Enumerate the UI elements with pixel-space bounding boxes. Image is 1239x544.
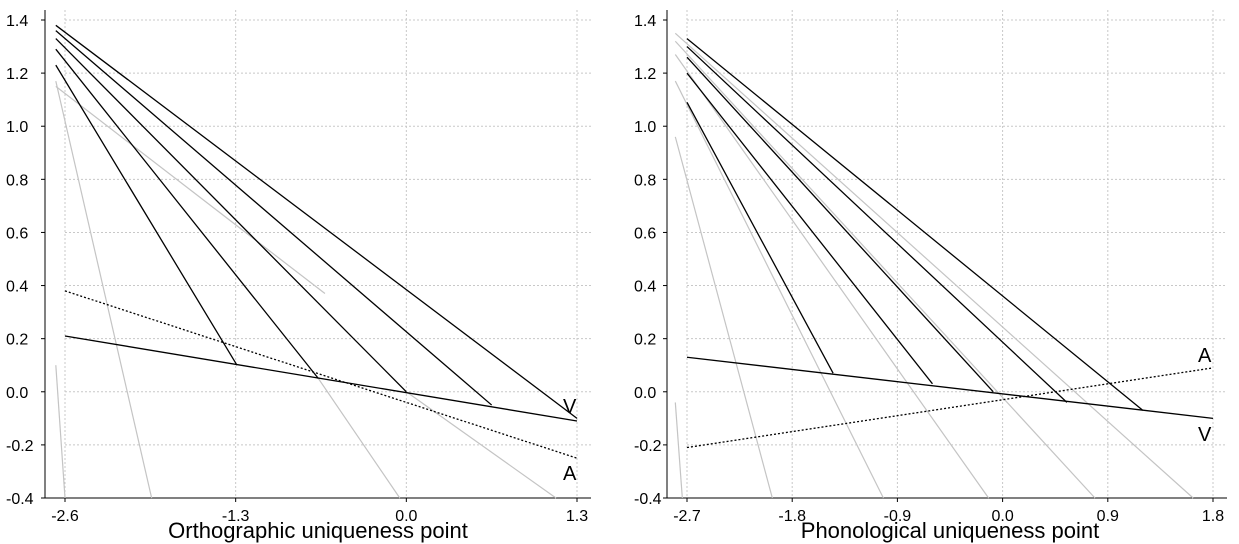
left-gray-decay-line [317, 378, 401, 499]
right-x-tick-label: -0.9 [884, 508, 912, 525]
right-y-tick-label: 0.4 [634, 279, 656, 296]
left-x-tick-label: 1.3 [566, 508, 588, 525]
right-x-tick-label: 0.9 [1097, 508, 1119, 525]
right-gray-decay-line [674, 40, 1096, 499]
right-black-decay-line [686, 38, 1144, 411]
left-gray-decay-line [405, 391, 557, 499]
left-x-tick-label: -1.3 [222, 508, 250, 525]
left-y-tick-label: 0.6 [6, 225, 28, 242]
right-y-tick-label: 1.4 [634, 13, 656, 30]
right-y-tick-label: -0.4 [634, 491, 662, 508]
right-gray-decay-line [674, 54, 990, 499]
right-black-decay-line [686, 72, 933, 385]
right-y-tick-label: 0.2 [634, 332, 656, 349]
right-x-tick-label: 0.0 [991, 508, 1013, 525]
right-x-tick-label: 1.8 [1202, 508, 1224, 525]
left-black-decay-line [55, 64, 238, 366]
left-gray-decay-line [55, 365, 66, 499]
left-x-tick-label: -2.6 [51, 508, 79, 525]
left-y-tick-label: 0.4 [6, 279, 28, 296]
right-x-tick-label: -2.7 [673, 508, 701, 525]
right-x-axis-label: Phonological uniqueness point [801, 518, 1099, 543]
left-series-label-v: V [563, 396, 577, 418]
right-black-decay-line [686, 56, 994, 393]
left-gray-decay-line [55, 85, 326, 294]
left-black-decay-line [55, 24, 578, 419]
left-y-tick-label: 1.2 [6, 66, 28, 83]
left-series-v-line [64, 335, 578, 422]
right-y-tick-label: 0.6 [634, 225, 656, 242]
right-y-tick-label: 0.0 [634, 385, 656, 402]
left-gray-decay-line [55, 80, 153, 499]
left-y-tick-label: 0.0 [6, 385, 28, 402]
left-y-tick-label: 0.2 [6, 332, 28, 349]
left-y-tick-label: 1.0 [6, 119, 28, 136]
right-gray-decay-line [674, 402, 683, 499]
left-x-tick-label: 0.0 [395, 508, 417, 525]
left-black-decay-line [55, 48, 319, 379]
left-chart-panel: Orthographic uniqueness point -0.4 -0.2 0.… [6, 10, 591, 543]
right-chart-panel: Phonological uniqueness point -0.4 -0.2 0.… [634, 10, 1227, 543]
right-y-tick-label: 1.0 [634, 119, 656, 136]
right-black-decay-line [686, 102, 834, 374]
right-series-label-v: V [1198, 424, 1212, 446]
left-x-axis-label: Orthographic uniqueness point [168, 518, 468, 543]
left-y-tick-label: 1.4 [6, 13, 28, 30]
right-y-tick-label: 1.2 [634, 66, 656, 83]
right-y-tick-label: 0.8 [634, 172, 656, 189]
right-series-a-line [686, 367, 1214, 449]
right-black-decay-line [686, 46, 1068, 403]
right-x-tick-label: -1.8 [778, 508, 806, 525]
left-y-tick-label: -0.2 [6, 438, 34, 455]
left-black-decay-line [55, 30, 493, 406]
right-series-label-a: A [1198, 345, 1212, 367]
left-y-tick-label: -0.4 [6, 491, 34, 508]
left-series-label-a: A [563, 463, 577, 485]
right-gray-decay-line [674, 80, 884, 499]
left-y-tick-label: 0.8 [6, 172, 28, 189]
right-gray-decay-line [674, 32, 1194, 499]
right-series-v-line [686, 356, 1214, 419]
right-gray-decay-line [674, 136, 773, 499]
left-series-a-line [64, 290, 578, 459]
left-black-decay-line [55, 38, 407, 393]
right-y-tick-label: -0.2 [634, 438, 662, 455]
